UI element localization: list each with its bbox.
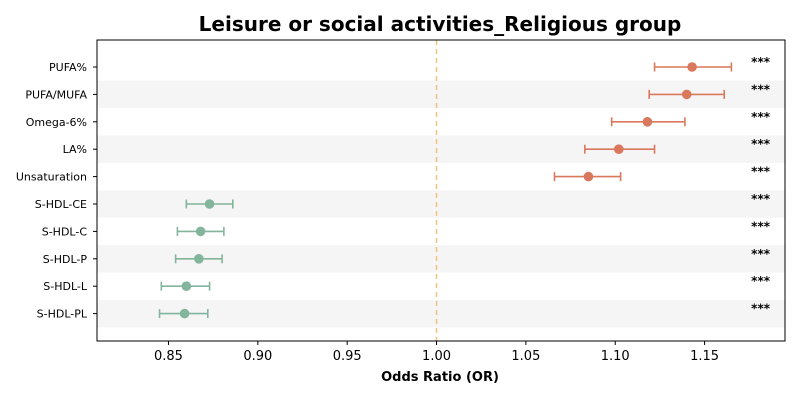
x-axis: 0.85 0.90 0.95 1.00 1.05 1.10 1.15 bbox=[154, 341, 719, 364]
y-tick-label: PUFA% bbox=[49, 61, 87, 74]
forest-row: *** bbox=[584, 137, 771, 154]
x-tick-label: 1.05 bbox=[511, 349, 540, 364]
forest-rows: *** *** *** *** *** *** *** *** *** *** bbox=[158, 55, 771, 319]
x-tick-label: 1.10 bbox=[601, 349, 630, 364]
forest-row: *** bbox=[610, 110, 771, 127]
significance-label: *** bbox=[751, 274, 771, 288]
significance-label: *** bbox=[751, 192, 771, 206]
forest-row: *** bbox=[553, 165, 771, 182]
row-bands bbox=[97, 80, 785, 328]
row-band bbox=[97, 135, 785, 163]
y-tick-label: S-HDL-C bbox=[42, 225, 88, 238]
or-point bbox=[194, 253, 204, 264]
forest-row: *** bbox=[174, 247, 771, 264]
forest-row: *** bbox=[653, 55, 771, 72]
significance-label: *** bbox=[751, 137, 771, 151]
or-point bbox=[179, 308, 190, 319]
forest-row: *** bbox=[176, 219, 771, 237]
x-tick-label: 0.90 bbox=[243, 349, 272, 364]
y-tick-label: Unsaturation bbox=[16, 171, 87, 184]
or-point bbox=[583, 171, 594, 182]
significance-label: *** bbox=[751, 55, 771, 69]
significance-label: *** bbox=[751, 302, 771, 316]
significance-label: *** bbox=[751, 247, 771, 261]
x-tick-label: 1.15 bbox=[690, 349, 719, 364]
y-tick-label: S-HDL-L bbox=[43, 280, 88, 293]
y-axis: PUFA% PUFA/MUFA Omega-6% LA% Unsaturation S-H… bbox=[16, 61, 97, 321]
or-point bbox=[687, 62, 697, 72]
forest-row: *** bbox=[185, 192, 771, 209]
forest-row: *** bbox=[648, 82, 771, 100]
y-tick-label: LA% bbox=[63, 143, 87, 156]
chart-title: Leisure or social activities_Religious g… bbox=[199, 12, 682, 36]
x-tick-label: 1.00 bbox=[422, 349, 451, 364]
x-axis-label: Odds Ratio (OR) bbox=[381, 370, 499, 385]
significance-label: *** bbox=[751, 82, 771, 96]
or-point bbox=[642, 117, 653, 127]
forest-row: *** bbox=[160, 274, 771, 292]
x-tick-label: 0.85 bbox=[154, 349, 183, 364]
significance-label: *** bbox=[751, 219, 771, 233]
y-tick-label: S-HDL-CE bbox=[35, 198, 87, 211]
y-tick-label: Omega-6% bbox=[26, 116, 87, 129]
forest-row: *** bbox=[158, 302, 771, 319]
significance-label: *** bbox=[751, 110, 771, 124]
significance-label: *** bbox=[751, 165, 771, 179]
y-tick-label: S-HDL-P bbox=[43, 253, 88, 266]
or-point bbox=[614, 144, 624, 154]
or-point bbox=[204, 199, 215, 209]
y-tick-label: PUFA/MUFA bbox=[25, 88, 87, 101]
or-point bbox=[681, 89, 692, 100]
or-point bbox=[181, 281, 192, 292]
plot-frame bbox=[96, 39, 786, 342]
y-tick-label: S-HDL-PL bbox=[37, 308, 88, 321]
x-tick-label: 0.95 bbox=[333, 349, 362, 364]
row-band bbox=[97, 299, 785, 328]
or-point bbox=[195, 226, 206, 237]
